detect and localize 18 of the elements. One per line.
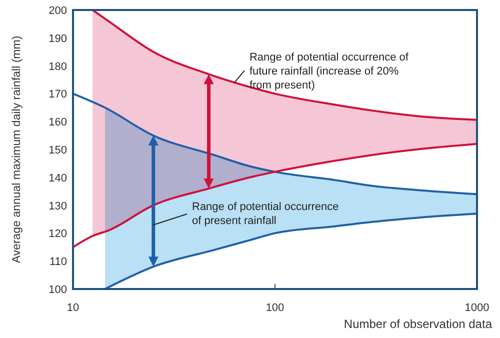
- y-tick-label: 150: [48, 144, 67, 156]
- y-tick-label: 160: [48, 116, 67, 129]
- y-tick-label: 110: [49, 256, 67, 268]
- y-tick-label: 100: [48, 284, 67, 296]
- x-tick-label: 10: [66, 302, 80, 314]
- annotation: Range of potential occurrence of present rainfall: [192, 201, 339, 227]
- y-tick-label: 200: [48, 5, 67, 17]
- annotation: Range of potential occurrence of future rainfall (increase of 20% from present): [249, 52, 410, 92]
- y-tick-label: 130: [48, 200, 67, 212]
- y-tick-label: 180: [48, 60, 67, 73]
- y-tick-label: 170: [48, 88, 67, 101]
- y-tick-label: 190: [48, 32, 67, 45]
- y-axis-title: Average annual maximum daily rainfall (mm): [11, 36, 23, 264]
- y-tick-label: 120: [48, 228, 67, 240]
- x-tick-label: 100: [266, 302, 284, 314]
- x-tick-label: 1000: [464, 302, 490, 314]
- x-axis-title: Number of observation data: [344, 317, 492, 331]
- y-tick-label: 140: [48, 172, 67, 184]
